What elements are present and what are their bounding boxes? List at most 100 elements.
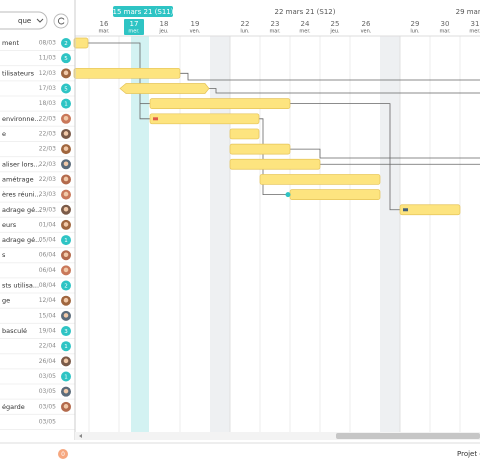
day-weekday: mer. (128, 29, 140, 35)
task-name: amétrage (2, 175, 34, 183)
scroll-left[interactable] (79, 434, 82, 438)
task-name: égarde (2, 403, 25, 411)
avatar-face (63, 222, 69, 227)
task-name: ge (2, 297, 10, 305)
day-weekday: lun. (240, 29, 250, 35)
task-name: ment (2, 39, 19, 47)
week-label: 29 mars (456, 8, 480, 16)
task-bar (259, 174, 381, 185)
task-name: aliser lors... (2, 160, 40, 168)
task-date: 23/03 (39, 191, 56, 198)
count-badge-text: 2 (64, 41, 68, 47)
task-date: 18/03 (39, 100, 56, 107)
task-date: 12/04 (39, 297, 56, 304)
task-date: 12/03 (39, 70, 56, 77)
avatar-face (63, 161, 69, 167)
task-date: 19/04 (39, 328, 56, 335)
today-column (131, 18, 149, 432)
scrollbar-track (75, 432, 480, 440)
task-date: 22/03 (39, 161, 56, 168)
task-date: 06/04 (39, 252, 56, 259)
task-bar (229, 128, 260, 140)
project-label: Projet d (457, 450, 480, 458)
task-bar (399, 204, 461, 216)
avatar-face (63, 146, 69, 151)
dependency-line (208, 88, 480, 94)
avatar-face (63, 191, 69, 197)
avatar-face (63, 131, 69, 136)
dependency-line (88, 42, 150, 120)
task-name: environne... (2, 115, 41, 123)
filter-text: que (18, 17, 31, 25)
day-weekday: ven. (361, 29, 372, 35)
task-date: 15/04 (39, 312, 56, 319)
refresh-button[interactable] (53, 13, 69, 29)
task-name: adrage gé... (2, 206, 41, 214)
task-name: e (2, 130, 6, 138)
count-badge-text: 5 (64, 86, 68, 92)
task-name: basculé (2, 327, 27, 335)
day-weekday: ven. (190, 29, 201, 35)
avatar-face (63, 313, 69, 318)
avatar-face (63, 404, 69, 409)
flag-icon (153, 117, 158, 121)
count-badge-text: 1 (64, 102, 68, 108)
task-date: 11/03 (39, 55, 56, 62)
weekend-column (380, 36, 400, 432)
task-date: 22/03 (39, 130, 56, 137)
task-bar (229, 158, 321, 170)
task-name: tilisateurs (2, 69, 35, 77)
dependency-line (180, 72, 480, 81)
day-number: 26 (362, 20, 371, 28)
avatar-face (63, 297, 69, 303)
count-badge (61, 371, 71, 382)
count-badge (61, 280, 71, 291)
week-pill (113, 6, 173, 17)
day-number: 17 (130, 20, 139, 28)
count-badge (61, 53, 71, 64)
task-bar (73, 37, 89, 49)
day-number: 22 (241, 20, 250, 28)
count-badge (61, 98, 71, 109)
weekend-column (210, 36, 230, 432)
avatar-face (63, 206, 69, 212)
task-bar (229, 143, 291, 155)
day-weekday: mer. (299, 29, 311, 35)
day-number: 25 (331, 20, 340, 28)
task-date: 26/04 (39, 358, 56, 365)
day-number: 23 (271, 20, 280, 28)
count-badge-text: 1 (64, 344, 68, 350)
task-date: 17/03 (39, 85, 56, 92)
day-weekday: mer. (469, 29, 480, 35)
task-name: eurs (2, 221, 17, 229)
count-badge (61, 38, 71, 48)
filter-select[interactable] (0, 11, 48, 30)
task-bar (149, 98, 291, 109)
task-date: 03/05 (39, 373, 56, 380)
day-weekday: mar. (98, 29, 110, 35)
count-badge-text: 2 (64, 284, 68, 290)
link-icon (285, 192, 291, 198)
day-weekday: mar. (439, 29, 451, 35)
task-date: 08/04 (39, 282, 56, 289)
task-name: adrage gé... (2, 236, 41, 244)
task-date: 22/03 (39, 176, 56, 183)
task-date: 29/03 (39, 206, 56, 213)
dependency-line (290, 103, 400, 211)
today-marker (124, 19, 144, 35)
count-badge (61, 83, 71, 94)
count-badge-text: 3 (64, 329, 68, 335)
avatar-face (63, 358, 69, 364)
day-weekday: mar. (269, 29, 281, 35)
task-date: 06/04 (39, 267, 56, 274)
day-number: 30 (441, 20, 450, 28)
task-date: 22/03 (39, 115, 56, 122)
day-weekday: lun. (410, 29, 420, 35)
week-label: 22 mars 21 (S12) (275, 8, 336, 16)
task-name: ères réuni... (2, 191, 41, 199)
refresh-icon (58, 17, 65, 25)
task-name: s (2, 251, 6, 259)
day-number: 31 (471, 20, 480, 28)
scrollbar-thumb[interactable] (336, 433, 480, 439)
